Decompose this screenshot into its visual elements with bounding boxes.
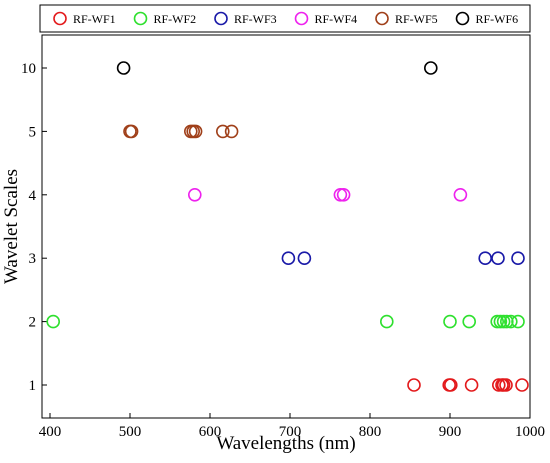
x-tick-label: 1000 xyxy=(515,424,545,440)
y-tick-label: 4 xyxy=(29,188,37,204)
data-point xyxy=(423,61,438,75)
data-point xyxy=(511,251,525,266)
series-rf-wf1 xyxy=(407,378,529,392)
series-rf-wf6 xyxy=(116,61,438,75)
legend-item: RF-WF2 xyxy=(133,11,197,26)
legend-marker xyxy=(455,11,470,26)
series-rf-wf4 xyxy=(188,188,468,202)
y-tick-label: 2 xyxy=(29,315,37,331)
data-point xyxy=(188,188,202,202)
legend-marker xyxy=(375,11,389,26)
legend-marker xyxy=(214,11,228,26)
data-point xyxy=(499,378,513,392)
data-point xyxy=(503,314,518,329)
legend-label: RF-WF3 xyxy=(234,12,277,26)
x-tick-label: 500 xyxy=(119,424,142,440)
legend-item: RF-WF6 xyxy=(455,11,519,26)
y-axis-label: Wavelet Scales xyxy=(1,169,22,284)
data-point xyxy=(453,188,468,202)
data-point xyxy=(478,251,493,266)
legend-marker xyxy=(294,11,309,26)
legend: RF-WF1 RF-WF2 RF-WF3 RF-WF4 RF-WF5 RF-WF6 xyxy=(39,4,531,33)
plot-area xyxy=(41,34,531,419)
data-point xyxy=(491,378,506,392)
data-point xyxy=(116,61,131,75)
y-tick-label: 5 xyxy=(29,124,37,140)
legend-label: RF-WF6 xyxy=(476,12,519,26)
legend-item: RF-WF5 xyxy=(375,11,438,26)
data-point xyxy=(297,251,312,266)
data-point xyxy=(443,378,458,392)
series-rf-wf5 xyxy=(123,124,239,139)
data-point xyxy=(188,124,203,139)
x-tick-label: 800 xyxy=(359,424,382,440)
data-point xyxy=(224,124,239,139)
legend-label: RF-WF2 xyxy=(154,12,197,26)
data-point xyxy=(336,188,351,202)
y-tick-label: 3 xyxy=(29,251,37,267)
series-rf-wf2 xyxy=(46,314,525,329)
data-point xyxy=(464,378,479,392)
legend-label: RF-WF1 xyxy=(73,12,116,26)
legend-item: RF-WF1 xyxy=(53,11,116,26)
data-point xyxy=(491,251,505,266)
x-tick-label: 600 xyxy=(199,424,222,440)
series-rf-wf3 xyxy=(281,251,525,266)
legend-label: RF-WF5 xyxy=(395,12,438,26)
data-point xyxy=(333,188,348,202)
x-tick-label: 900 xyxy=(439,424,462,440)
y-tick-label: 1 xyxy=(29,378,37,394)
data-point xyxy=(462,314,477,329)
legend-label: RF-WF4 xyxy=(315,12,358,26)
legend-marker xyxy=(133,11,148,26)
x-axis: 400 500 600 700 800 900 1000 xyxy=(39,413,545,440)
x-tick-label: 400 xyxy=(39,424,62,440)
legend-box xyxy=(39,4,531,33)
data-point xyxy=(46,314,61,329)
data-point xyxy=(379,314,394,329)
legend-item: RF-WF4 xyxy=(294,11,358,26)
data-point xyxy=(281,251,296,266)
legend-item: RF-WF3 xyxy=(214,11,277,26)
data-point xyxy=(216,124,230,139)
x-tick-label: 700 xyxy=(279,424,302,440)
data-points xyxy=(46,61,529,392)
data-point xyxy=(515,378,529,392)
y-tick-label: 10 xyxy=(21,61,36,77)
x-axis-label: Wavelengths (nm) xyxy=(216,433,355,454)
data-point xyxy=(511,314,525,329)
data-point xyxy=(124,124,139,139)
data-point xyxy=(443,314,457,329)
data-point xyxy=(407,378,421,392)
legend-marker xyxy=(53,11,67,26)
data-point xyxy=(493,314,508,329)
y-axis: 1 2 3 4 5 10 xyxy=(21,61,47,394)
